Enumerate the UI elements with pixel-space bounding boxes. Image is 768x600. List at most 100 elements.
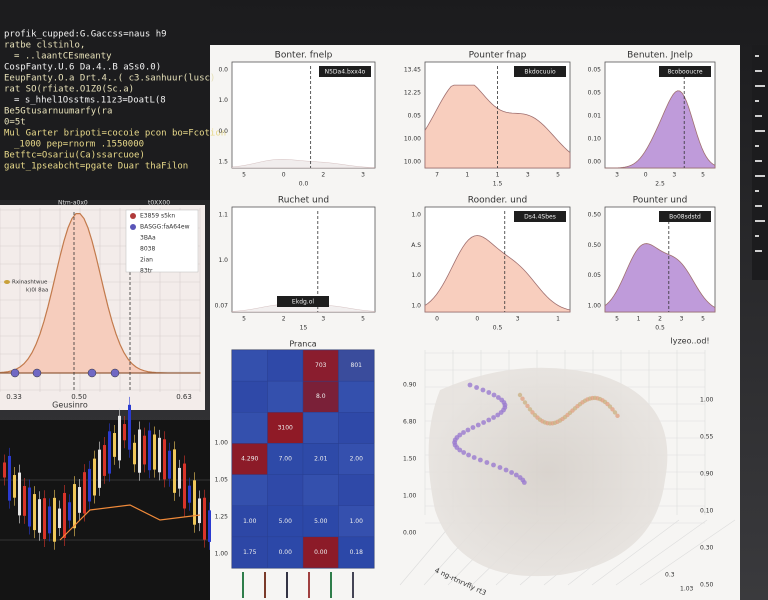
y-tick-label: 1.0 — [411, 272, 421, 279]
cell-label: 0.00 — [314, 549, 328, 556]
candle — [113, 433, 116, 457]
x-tick-label: 1.03 — [680, 586, 694, 593]
cell-label: 703 — [315, 362, 327, 369]
scatter-point — [480, 387, 486, 393]
plot-title: Pounter und — [633, 196, 688, 206]
heatmap-cell — [338, 536, 375, 569]
heatmap-bg-cell — [338, 474, 375, 506]
scatter-point — [470, 425, 476, 430]
heatmap-cell — [267, 443, 304, 475]
x-tick-label-stroke — [286, 572, 288, 598]
cell-label: 1.00 — [243, 518, 257, 525]
legend-label: 8038 — [140, 246, 155, 253]
heatmap-bg-cell — [267, 474, 304, 506]
y-tick-label: 1.0 — [411, 212, 421, 219]
legend-swatch — [130, 213, 136, 219]
candle — [38, 499, 41, 533]
x-tick-label-stroke — [330, 572, 332, 598]
scatter-point — [474, 385, 479, 390]
point — [32, 368, 42, 378]
x-axis-label: 0.5 — [655, 325, 665, 332]
heatmap-bg-cell — [231, 349, 268, 382]
scatter-point — [615, 413, 620, 419]
y-tick-label: 0.07 — [215, 303, 229, 310]
cell-label: 7.00 — [279, 456, 293, 463]
y-tick-label: 0.01 — [588, 113, 602, 120]
code-line: profik_cupped:G.Gaccss=naus h9 — [4, 30, 167, 40]
x-tick-label-stroke — [264, 572, 266, 598]
z-tick-label: 1.00 — [700, 397, 714, 404]
y-tick-label: 0.05 — [408, 113, 422, 120]
side-code-panel — [752, 45, 768, 280]
x-tick-label: 0 — [435, 316, 439, 323]
candle — [168, 450, 171, 479]
candle — [198, 498, 201, 524]
legend-label: 3BAa — [140, 235, 156, 242]
legend-badge — [659, 66, 711, 77]
surface-blob — [428, 367, 668, 577]
heatmap-cell — [302, 349, 339, 382]
legend-label: Bkdocuuio — [524, 69, 556, 76]
code-line: gaut_1pseabcht=pgate Duar thaFilon — [4, 162, 188, 172]
candle — [193, 480, 196, 525]
x-tick-label: 7 — [435, 172, 439, 179]
y-tick-label: 1.0 — [218, 257, 228, 264]
heatmap-bg-cell — [267, 380, 304, 413]
x-tick-label: 1 — [637, 316, 641, 323]
point — [10, 368, 20, 378]
heatmap-bg-cell — [267, 349, 304, 382]
x-axis-label: 0.0 — [299, 181, 309, 188]
y-tick-label: 0.00 — [588, 159, 602, 166]
x-tick-label: 0.63 — [176, 393, 192, 401]
code-stroke — [755, 145, 759, 147]
code-stroke — [755, 130, 765, 132]
candle — [163, 439, 166, 480]
x-tick-label: 1 — [496, 172, 500, 179]
code-stroke — [755, 190, 759, 192]
code-stroke — [755, 205, 762, 207]
candle — [53, 497, 56, 542]
heatmap-cell — [338, 505, 375, 538]
code-line: Be5Gtusarnuumarfy(ra — [4, 107, 112, 117]
code-line: CospFanty.U.6 Da.4..B aSs0.0) — [4, 63, 161, 73]
legend-label: Bo08sdstd — [669, 214, 701, 221]
x-tick-label: 2 — [321, 172, 325, 179]
point — [110, 368, 120, 378]
x-tick-label: 2 — [282, 316, 286, 323]
candle — [18, 472, 21, 516]
code-line: ratbe clstinlo, — [4, 41, 85, 51]
scatter-point — [477, 457, 483, 463]
scatter-point — [466, 452, 471, 458]
density-curve — [604, 90, 716, 169]
code-line: 0=5t — [4, 118, 26, 128]
x-tick-label: 3 — [615, 172, 619, 179]
x-tick-label: 0 — [644, 172, 648, 179]
heatmap-cell — [267, 412, 304, 444]
panel-label: Ntm-a0x0 — [58, 200, 88, 207]
candle — [128, 404, 131, 450]
code-line: _1000 pep=rnorm .1550000 — [14, 140, 144, 150]
x-tick-label: 5 — [615, 316, 619, 323]
legend-badge — [514, 66, 566, 77]
y-tick-label: 0.0 — [218, 128, 228, 135]
z-tick-label: 0.90 — [403, 382, 417, 389]
candle — [73, 484, 76, 529]
x-tick-label: 5 — [242, 316, 246, 323]
candle — [78, 487, 81, 513]
candle — [103, 445, 106, 476]
scatter-point — [486, 417, 492, 423]
code-line: Mul Garter bripoti=cocoie pcon bo=Fcotio… — [4, 129, 226, 139]
legend-badge — [319, 66, 371, 77]
x-tick-label: 1 — [465, 172, 469, 179]
candle — [178, 467, 181, 489]
legend-label: E3859 s5kn — [140, 213, 175, 220]
y-tick-label: 0.05 — [588, 272, 602, 279]
heatmap-cell — [231, 536, 268, 569]
x-tick-label: 5 — [242, 172, 246, 179]
scatter-point — [475, 422, 481, 428]
x-axis-label: 0.5 — [493, 325, 503, 332]
x-tick-label: 5 — [701, 172, 705, 179]
heatmap-cell — [267, 505, 304, 538]
x-tick-label: 3 — [672, 172, 676, 179]
legend-box — [125, 209, 199, 273]
